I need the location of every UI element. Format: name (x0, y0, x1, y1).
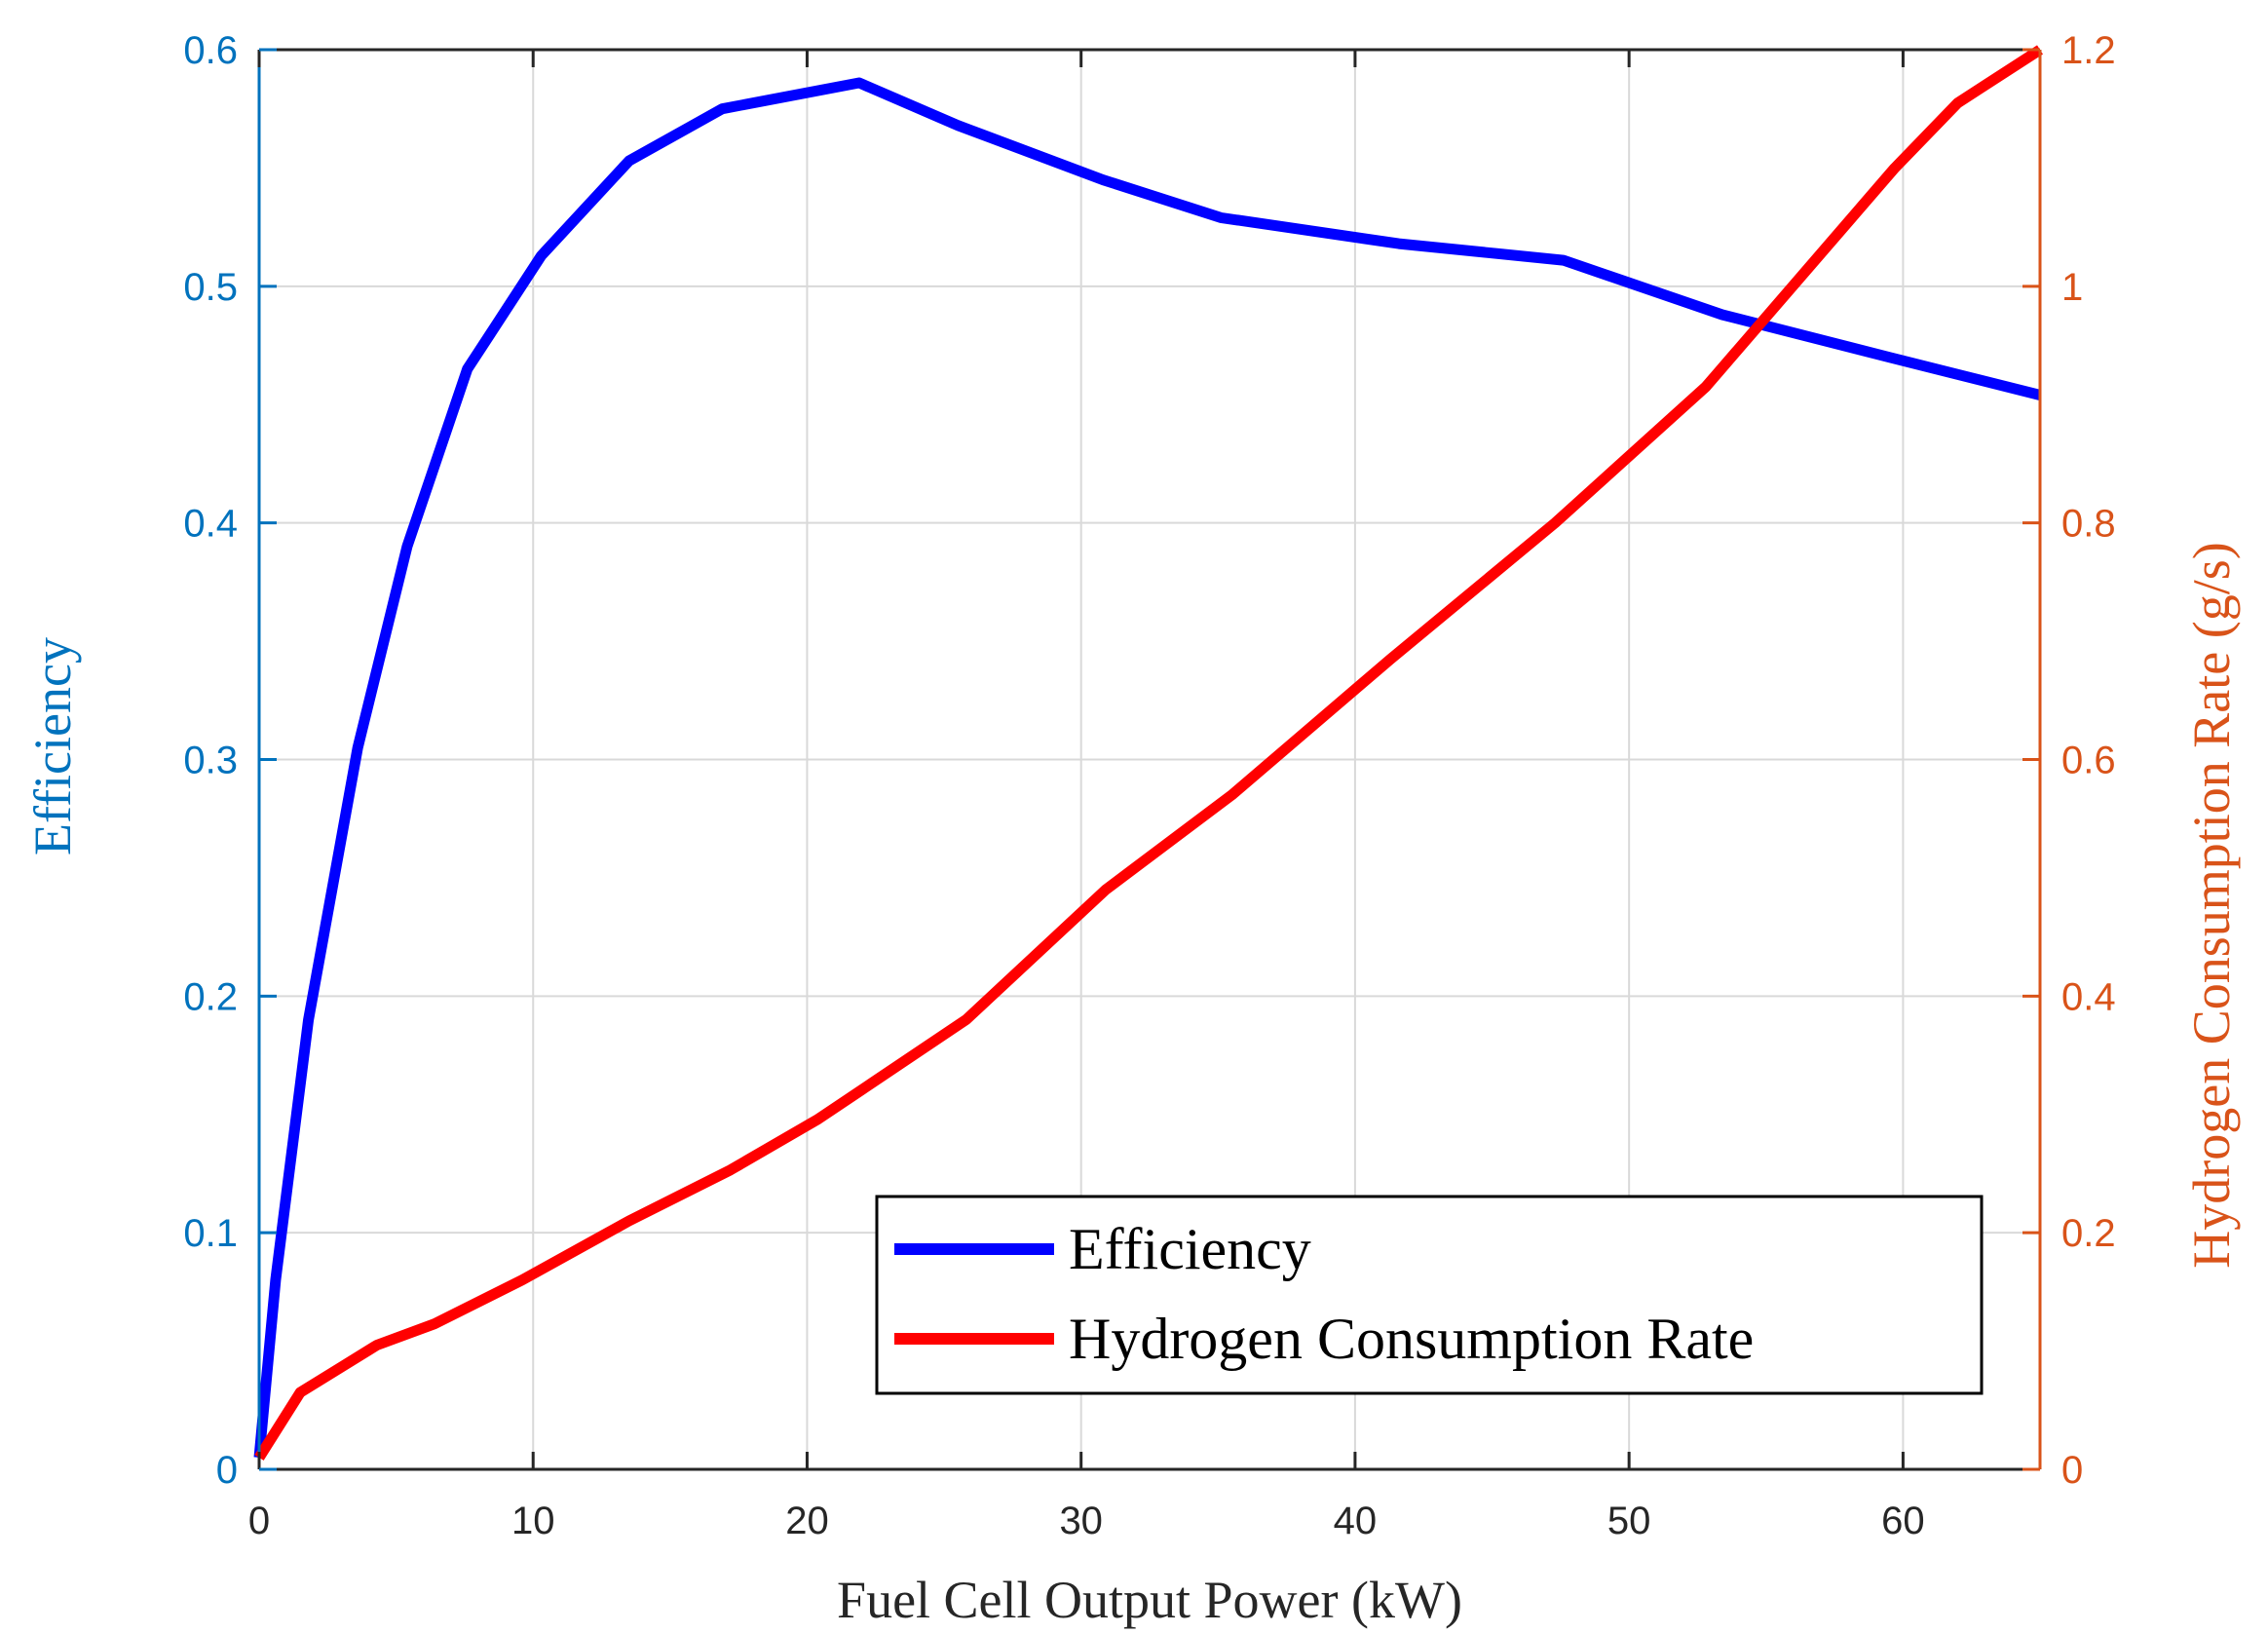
y-right-tick-label: 0.6 (2061, 740, 2116, 782)
y-left-tick-label: 0.1 (183, 1212, 238, 1255)
x-tick-label: 50 (1607, 1500, 1651, 1542)
legend-label-efficiency: Efficiency (1069, 1217, 1311, 1281)
ticks-layer: 0 10 20 30 40 50 60 0 0.1 0.2 0.3 0.4 0.5 0.6 0 0.2 0.4 0… (183, 29, 2115, 1542)
x-tick-label: 20 (785, 1500, 829, 1542)
y-right-tick-label: 1.2 (2061, 29, 2116, 72)
x-tick-label: 10 (511, 1500, 555, 1542)
legend: Efficiency Hydrogen Consumption Rate (875, 1195, 1984, 1395)
y-left-tick-label: 0.5 (183, 266, 238, 309)
y-left-tick-label: 0.6 (183, 29, 238, 72)
y-left-tick-label: 0 (216, 1449, 238, 1492)
y-right-tick-label: 0 (2061, 1449, 2083, 1492)
series-line-hydrogen-consumption (254, 45, 2043, 1461)
legend-box (875, 1195, 1984, 1395)
x-tick-label: 0 (248, 1500, 270, 1542)
x-axis-title: Fuel Cell Output Power (kW) (837, 1571, 1462, 1629)
y-left-tick-label: 0.4 (183, 503, 238, 546)
grid-layer (259, 50, 2040, 1469)
y-left-tick-label: 0.2 (183, 975, 238, 1018)
y-right-axis-title: Hydrogen Consumption Rate (g/s) (2182, 542, 2241, 1268)
series-line-efficiency (253, 77, 2042, 1459)
x-tick-label: 60 (1881, 1500, 1925, 1542)
x-tick-label: 30 (1059, 1500, 1103, 1542)
legend-label-hydrogen: Hydrogen Consumption Rate (1069, 1307, 1754, 1371)
y-left-axis-title: Efficiency (23, 637, 82, 855)
x-tick-label: 40 (1334, 1500, 1378, 1542)
y-right-tick-label: 1 (2061, 266, 2083, 309)
y-right-tick-label: 0.8 (2061, 503, 2116, 546)
series-layer (253, 45, 2043, 1461)
y-left-tick-label: 0.3 (183, 740, 238, 782)
y-right-tick-label: 0.4 (2061, 975, 2116, 1018)
y-right-tick-label: 0.2 (2061, 1212, 2116, 1255)
